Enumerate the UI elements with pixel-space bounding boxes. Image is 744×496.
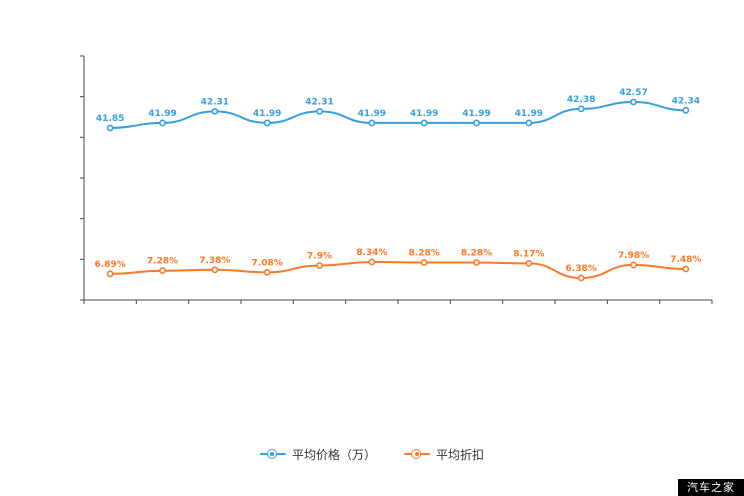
data-label: 7.9% [307,252,332,262]
data-label: 42.31 [305,97,333,107]
data-point-marker[interactable] [682,106,690,114]
data-point-marker[interactable] [316,107,323,115]
data-label: 41.99 [462,109,490,119]
data-point-marker[interactable] [211,266,219,274]
data-label: 41.85 [96,114,124,124]
data-point-marker[interactable] [159,267,166,275]
data-point-marker[interactable] [630,98,637,106]
data-point-marker[interactable] [577,105,585,113]
legend-item-avg-price[interactable]: 平均价格（万） [259,446,376,462]
data-point-marker[interactable] [106,270,114,278]
data-label: 7.08% [252,258,283,268]
data-label: 6.89% [95,260,126,270]
data-label: 7.38% [199,256,230,266]
data-label: 7.28% [147,257,178,267]
data-point-marker[interactable] [263,268,271,276]
data-label: 7.48% [670,255,701,265]
data-point-marker[interactable] [473,119,480,127]
data-label: 8.28% [409,248,440,258]
data-label: 42.57 [619,88,647,98]
legend-label-avg-discount: 平均折扣 [436,447,485,462]
avg-discount-series-icon [404,448,430,460]
data-label: 7.98% [618,251,649,261]
data-point-marker[interactable] [106,124,114,132]
data-point-marker[interactable] [211,107,219,115]
data-point-marker[interactable] [316,262,323,269]
data-label: 42.38 [567,95,595,105]
data-point-marker[interactable] [577,274,585,282]
data-label: 8.34% [356,248,387,258]
avg-price-series-icon [259,448,286,460]
data-label: 41.99 [148,109,176,119]
data-label: 6.38% [566,264,597,274]
data-point-marker[interactable] [159,119,166,127]
data-point-marker[interactable] [263,119,271,127]
data-point-marker[interactable] [368,258,376,266]
data-label: 41.99 [515,109,543,119]
data-point-marker[interactable] [525,119,533,127]
data-point-marker[interactable] [525,259,533,267]
data-label: 8.28% [461,248,492,258]
chart-legend: 平均价格（万） 平均折扣 [0,446,744,462]
data-point-marker[interactable] [630,261,637,269]
data-point-marker[interactable] [420,259,428,266]
data-point-marker[interactable] [473,259,480,266]
legend-label-avg-price: 平均价格（万） [291,447,376,462]
data-label: 41.99 [358,109,386,119]
series-line-1 [109,261,687,279]
data-label: 8.17% [513,249,544,259]
data-point-marker[interactable] [368,119,376,127]
data-label: 42.31 [201,97,229,107]
data-label: 41.99 [410,109,438,119]
data-label: 41.99 [253,109,281,119]
data-label: 42.34 [672,96,700,106]
data-point-marker[interactable] [420,119,428,127]
autohome-watermark: 汽车之家 [678,479,744,496]
legend-item-avg-discount[interactable]: 平均折扣 [404,446,484,462]
data-point-marker[interactable] [682,265,690,273]
series-line-0 [109,101,687,129]
